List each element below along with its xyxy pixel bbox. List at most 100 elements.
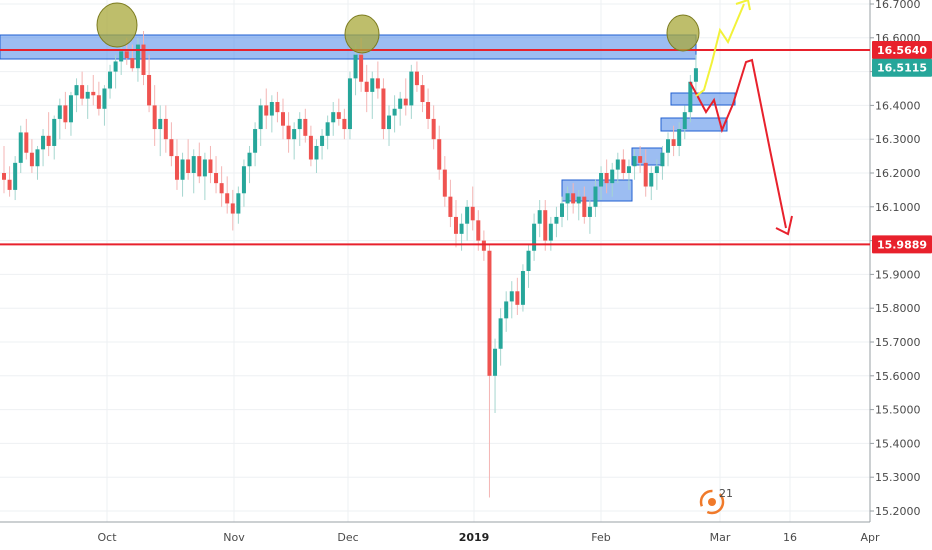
candle-body bbox=[453, 216, 458, 234]
candle-body bbox=[437, 139, 442, 170]
y-tick-label: 16.7000 bbox=[875, 0, 921, 11]
candle-body bbox=[314, 145, 319, 160]
candle-body bbox=[281, 112, 285, 126]
candle-body bbox=[219, 183, 224, 194]
candle-body bbox=[526, 250, 531, 272]
candle-body bbox=[654, 166, 659, 173]
candle-body bbox=[163, 118, 168, 140]
candle-body bbox=[336, 112, 341, 119]
candle-body bbox=[13, 162, 18, 190]
candle-body bbox=[532, 223, 537, 251]
candle-body bbox=[470, 206, 475, 221]
candle-body bbox=[236, 193, 241, 214]
watermark-icon-dot bbox=[708, 498, 716, 506]
candle-body bbox=[275, 102, 280, 113]
candle-body bbox=[381, 88, 386, 130]
candle-body bbox=[347, 78, 352, 130]
candle-body bbox=[253, 129, 258, 153]
candle-body bbox=[303, 118, 308, 136]
plot-area[interactable] bbox=[0, 0, 870, 522]
candle-body bbox=[214, 173, 219, 184]
candle-body bbox=[677, 129, 682, 146]
candle-body bbox=[269, 102, 274, 116]
candle-body bbox=[24, 132, 29, 153]
candle-body bbox=[2, 173, 6, 180]
candle-body bbox=[135, 44, 140, 69]
candle-body bbox=[258, 105, 263, 130]
candle-body bbox=[587, 206, 592, 217]
candle-body bbox=[41, 135, 46, 150]
y-tick-label: 15.5000 bbox=[875, 404, 921, 417]
candle-body bbox=[403, 98, 408, 106]
candle-body bbox=[632, 156, 637, 167]
candle-body bbox=[515, 291, 520, 305]
candle-body bbox=[130, 58, 135, 69]
y-tick-label: 16.4000 bbox=[875, 99, 921, 112]
y-tick-label: 16.3000 bbox=[875, 133, 921, 146]
candle-body bbox=[420, 85, 425, 103]
candle-body bbox=[152, 105, 157, 130]
x-tick-label: Dec bbox=[337, 531, 358, 544]
x-tick-label: Apr bbox=[860, 531, 880, 544]
candle-body bbox=[610, 169, 615, 184]
x-tick-label: 2019 bbox=[459, 531, 490, 544]
candle-body bbox=[353, 54, 358, 79]
candle-body bbox=[230, 203, 235, 214]
candle-body bbox=[308, 135, 313, 160]
candle-body bbox=[158, 118, 163, 130]
bearish-projection-line bbox=[689, 58, 787, 229]
candle-body bbox=[370, 78, 375, 92]
candle-body bbox=[264, 105, 269, 116]
y-tick-label: 16.1000 bbox=[875, 201, 921, 214]
price-tag-label: 16.5115 bbox=[877, 62, 927, 75]
candle-body bbox=[342, 118, 347, 130]
candle-body bbox=[68, 95, 73, 123]
watermark-icon bbox=[699, 489, 725, 515]
candle-body bbox=[208, 159, 213, 173]
candle-body bbox=[414, 71, 419, 86]
x-tick-label: Feb bbox=[591, 531, 610, 544]
candle-body bbox=[292, 129, 297, 140]
candle-body bbox=[141, 44, 146, 75]
x-tick-label: 16 bbox=[783, 531, 797, 544]
price-tag bbox=[872, 40, 932, 59]
candle-body bbox=[465, 206, 470, 224]
candle-body bbox=[119, 51, 124, 62]
x-tick-label: Nov bbox=[223, 531, 245, 544]
candle-body bbox=[375, 78, 380, 89]
candle-body bbox=[666, 139, 671, 153]
candle-body bbox=[35, 149, 40, 167]
candle-body bbox=[108, 71, 113, 89]
candle-body bbox=[174, 156, 179, 180]
y-tick-label: 15.9000 bbox=[875, 268, 921, 281]
candle-body bbox=[649, 173, 654, 187]
candle-body bbox=[124, 51, 129, 59]
candle-body bbox=[286, 125, 291, 140]
candle-body bbox=[504, 301, 509, 319]
watermark-label: 21 bbox=[719, 487, 733, 500]
y-tick-label: 16.2000 bbox=[875, 167, 921, 180]
candle-body bbox=[442, 169, 447, 197]
candle-body bbox=[682, 112, 687, 130]
support-box bbox=[670, 92, 736, 106]
candle-body bbox=[80, 85, 85, 99]
candle-body bbox=[493, 348, 498, 376]
bullish-projection-arrowhead bbox=[735, 0, 751, 11]
bullish-projection-line bbox=[695, 3, 745, 97]
y-tick-label: 15.3000 bbox=[875, 471, 921, 484]
candle-body bbox=[7, 179, 12, 190]
candle-body bbox=[387, 115, 392, 130]
candle-body bbox=[398, 98, 403, 109]
candle-body bbox=[688, 81, 693, 113]
candle-body bbox=[571, 193, 576, 204]
candle-body bbox=[96, 95, 101, 109]
candle-body bbox=[18, 132, 23, 163]
y-tick-label: 15.6000 bbox=[875, 370, 921, 383]
candle-body bbox=[331, 112, 336, 123]
candle-body bbox=[459, 223, 464, 234]
candle-body bbox=[660, 152, 665, 167]
candle-body bbox=[57, 105, 62, 119]
price-tag bbox=[872, 58, 932, 77]
